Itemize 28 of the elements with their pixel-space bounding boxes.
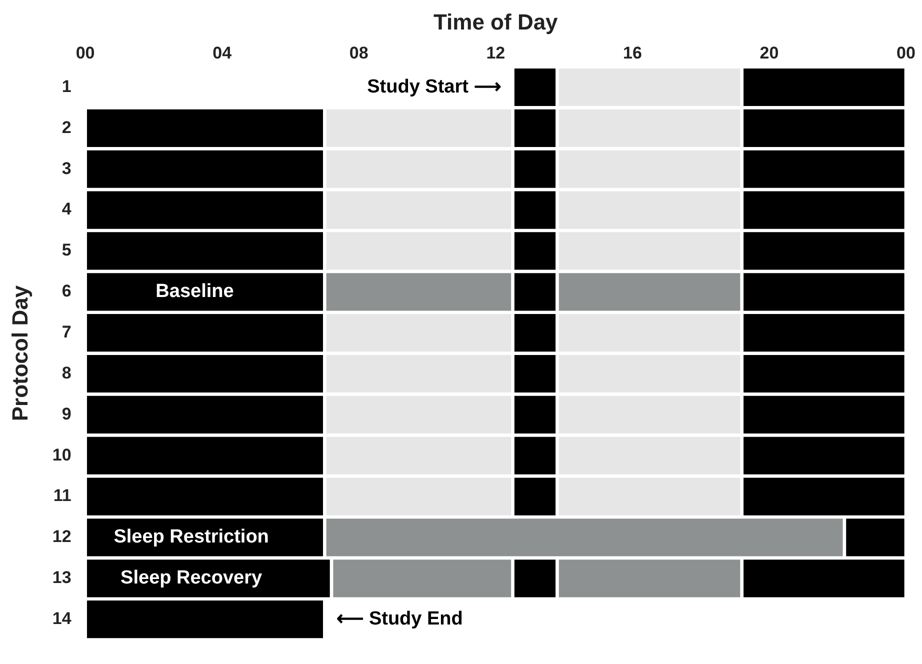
x-tick-label: 20 — [760, 43, 779, 62]
x-tick-label: 12 — [486, 43, 506, 62]
y-tick-label: 13 — [52, 568, 72, 588]
annotation: ⟵ Study End — [336, 608, 463, 630]
y-tick-label: 12 — [52, 527, 72, 546]
y-axis-title: Protocol Day — [7, 284, 32, 422]
y-tick-label: 10 — [52, 445, 72, 464]
y-tick-label: 3 — [62, 158, 72, 178]
annotation: Sleep Restriction — [114, 526, 269, 548]
y-tick-label: 4 — [62, 200, 72, 219]
y-tick-label: 2 — [62, 118, 72, 137]
x-tick-label: 04 — [212, 43, 232, 62]
x-tick-label: 08 — [349, 43, 368, 62]
x-tick-label: 16 — [622, 43, 642, 62]
annotation: Baseline — [156, 281, 234, 302]
annotation: Study Start ⟶ — [367, 76, 501, 98]
x-tick-label: 00 — [76, 43, 95, 62]
y-tick-label: 5 — [62, 240, 72, 260]
y-tick-label: 9 — [62, 404, 72, 424]
y-tick-label: 14 — [52, 609, 72, 628]
y-tick-label: 11 — [53, 486, 72, 506]
y-tick-label: 8 — [62, 363, 72, 382]
y-tick-label: 6 — [62, 282, 72, 301]
annotation: Sleep Recovery — [120, 568, 263, 589]
x-axis-title: Time of Day — [434, 9, 559, 34]
y-tick-label: 7 — [62, 322, 72, 342]
x-tick-label: 00 — [896, 43, 916, 62]
y-tick-label: 1 — [62, 76, 72, 96]
